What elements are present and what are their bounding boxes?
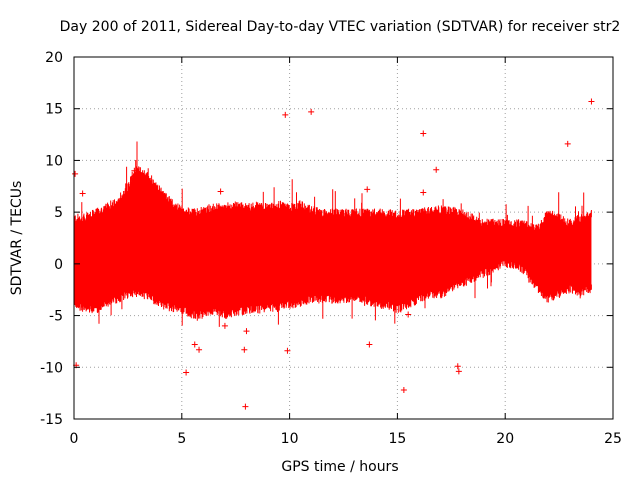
outlier-point (588, 98, 595, 105)
x-tick-label: 15 (388, 431, 406, 447)
outlier-point (454, 363, 461, 370)
outlier-point (400, 387, 407, 394)
x-tick-label: 5 (177, 431, 186, 447)
plot-frame (73, 56, 614, 420)
outlier-point (405, 311, 412, 318)
outlier-point (191, 341, 198, 348)
chart-title: Day 200 of 2011, Sidereal Day-to-day VTE… (60, 19, 621, 35)
y-tick-label: 15 (45, 102, 63, 118)
outlier-point (131, 167, 138, 174)
y-tick-label: 20 (45, 50, 63, 66)
y-axis-label: SDTVAR / TECUs (9, 181, 25, 296)
x-tick-label: 10 (281, 431, 299, 447)
scatter-band-body (74, 172, 592, 312)
outlier-point (217, 188, 224, 195)
y-tick-label: -15 (40, 412, 63, 428)
outlier-point (455, 368, 462, 375)
outlier-point (282, 111, 289, 118)
outlier-point (183, 369, 190, 376)
x-tick-label: 0 (70, 431, 79, 447)
x-tick-label: 20 (496, 431, 514, 447)
outlier-point (284, 347, 291, 354)
x-tick-label: 25 (604, 431, 622, 447)
data-series (72, 98, 595, 410)
outlier-point (243, 328, 250, 335)
outlier-point (420, 189, 427, 196)
outlier-point (72, 170, 79, 177)
outlier-point (366, 341, 373, 348)
y-tick-label: 10 (45, 153, 63, 169)
outlier-point (241, 346, 248, 353)
outlier-point (308, 108, 315, 115)
outlier-point (420, 130, 427, 137)
y-tick-label: -10 (40, 360, 63, 376)
y-tick-label: 0 (54, 257, 63, 273)
outlier-point (364, 186, 371, 193)
outlier-point (564, 140, 571, 147)
outlier-point (242, 403, 249, 410)
x-axis-label: GPS time / hours (281, 459, 398, 475)
axis-ticks: 0 5 10 15 20 25 -15 -10 -5 0 5 10 15 20 (40, 50, 622, 447)
outlier-point (221, 322, 228, 329)
outlier-point (433, 166, 440, 173)
y-tick-label: -5 (49, 309, 63, 325)
outlier-point (79, 190, 86, 197)
y-tick-label: 5 (54, 205, 63, 221)
outlier-point (196, 346, 203, 353)
